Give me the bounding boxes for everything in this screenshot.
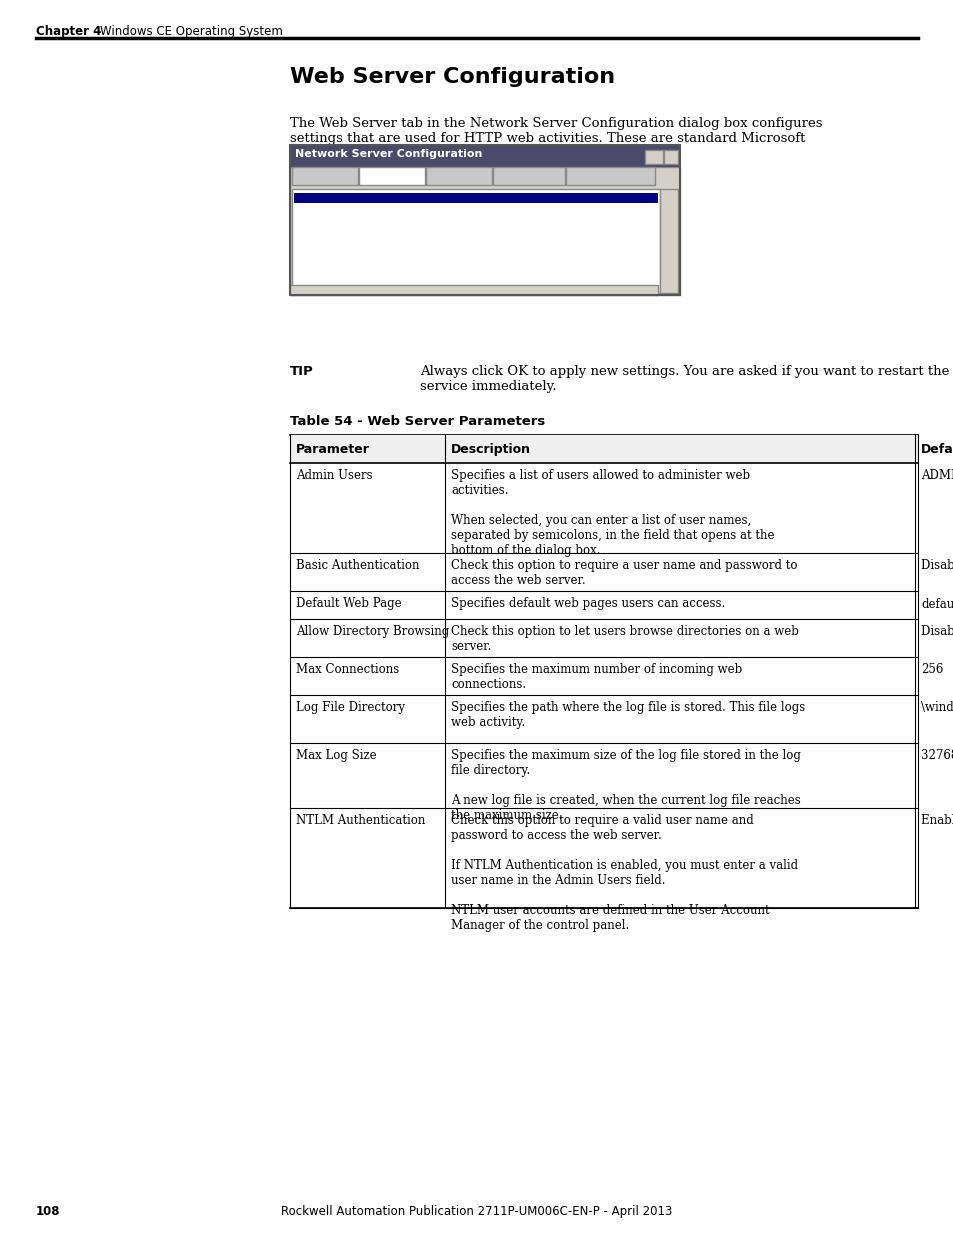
- Text: Always click OK to apply new settings. You are asked if you want to restart the
: Always click OK to apply new settings. Y…: [419, 366, 948, 393]
- Bar: [644, 149, 662, 164]
- Bar: [290, 144, 679, 167]
- Text: Basic Authentication: Basic Authentication: [295, 221, 400, 230]
- Text: Default Web Page: Default Web Page: [295, 233, 382, 243]
- Text: Check this option to let users browse directories on a web
server.: Check this option to let users browse di…: [451, 625, 798, 653]
- Text: Default Web Page: Default Web Page: [295, 597, 401, 610]
- Text: Log File Directory: Log File Directory: [295, 701, 405, 714]
- Text: 256: 256: [920, 663, 943, 676]
- Bar: [290, 435, 917, 463]
- Text: Allow Directory Browsing: Allow Directory Browsing: [295, 625, 449, 638]
- Bar: [290, 167, 679, 295]
- Text: Chapter 4: Chapter 4: [36, 25, 101, 38]
- Text: OK: OK: [647, 149, 659, 159]
- Text: Enabled (checked): Enabled (checked): [920, 814, 953, 827]
- Text: Max Log Size: Max Log Size: [295, 748, 376, 762]
- Bar: [663, 149, 678, 164]
- Text: Specifies default web pages users can access.: Specifies default web pages users can ac…: [451, 597, 724, 610]
- Text: Network Server Configuration: Network Server Configuration: [294, 149, 482, 159]
- Text: Max Connections: Max Connections: [295, 663, 399, 676]
- Text: Windows CE Operating System: Windows CE Operating System: [100, 25, 283, 38]
- Text: NTLM Authentication: NTLM Authentication: [295, 814, 425, 827]
- Text: Description: Description: [451, 443, 531, 456]
- Bar: [493, 167, 564, 185]
- Text: ADMIN: ADMIN: [920, 469, 953, 482]
- Bar: [426, 167, 492, 185]
- Text: File Server: File Server: [504, 169, 553, 179]
- Text: The Web Server tab in the Network Server Configuration dialog box configures
set: The Web Server tab in the Network Server…: [290, 117, 821, 161]
- Bar: [292, 189, 659, 293]
- Text: Disabled (unchecked): Disabled (unchecked): [920, 625, 953, 638]
- Text: Max Connections: Max Connections: [295, 261, 379, 269]
- Text: Specifies the path where the log file is stored. This file logs
web activity.: Specifies the path where the log file is…: [451, 701, 804, 729]
- Text: Allow directory browsing: Allow directory browsing: [295, 247, 418, 256]
- Bar: [290, 144, 679, 295]
- Text: General: General: [295, 195, 337, 204]
- Text: Basic Authentication: Basic Authentication: [295, 559, 419, 572]
- Text: Default: Default: [920, 443, 953, 456]
- Text: \windows\www: \windows\www: [920, 701, 953, 714]
- Text: Web Server Configuration: Web Server Configuration: [290, 67, 615, 86]
- Bar: [290, 285, 658, 295]
- Text: WEB Server: WEB Server: [365, 169, 418, 179]
- Text: FTP Server: FTP Server: [435, 169, 483, 179]
- Text: default.htm;index.htm: default.htm;index.htm: [920, 597, 953, 610]
- Text: 32768 bytes: 32768 bytes: [920, 748, 953, 762]
- Text: x: x: [668, 149, 673, 159]
- Text: Parameter: Parameter: [295, 443, 370, 456]
- Text: Kepware Server: Kepware Server: [574, 169, 645, 179]
- Text: Rockwell Automation Publication 2711P-UM006C-EN-P - April 2013: Rockwell Automation Publication 2711P-UM…: [281, 1205, 672, 1218]
- Text: Check this option to require a valid user name and
password to access the web se: Check this option to require a valid use…: [451, 814, 798, 932]
- Bar: [358, 167, 424, 185]
- Text: Table 54 - Web Server Parameters: Table 54 - Web Server Parameters: [290, 415, 545, 429]
- Text: 108: 108: [36, 1205, 60, 1218]
- Text: Specifies the maximum size of the log file stored in the log
file directory.

A : Specifies the maximum size of the log fi…: [451, 748, 800, 823]
- Text: TIP: TIP: [290, 366, 314, 378]
- Text: VNC Server: VNC Server: [298, 169, 351, 179]
- Text: Log File Directory: Log File Directory: [295, 273, 380, 282]
- Bar: [294, 193, 658, 203]
- Text: Admin Users: Admin Users: [295, 469, 373, 482]
- Text: Admin Users: Admin Users: [295, 207, 364, 217]
- Text: Specifies the maximum number of incoming web
connections.: Specifies the maximum number of incoming…: [451, 663, 741, 692]
- Text: Check this option to require a user name and password to
access the web server.: Check this option to require a user name…: [451, 559, 797, 587]
- Bar: [659, 189, 678, 293]
- Bar: [292, 167, 357, 185]
- Text: Disabled (unchecked): Disabled (unchecked): [920, 559, 953, 572]
- Bar: [565, 167, 655, 185]
- Text: Specifies a list of users allowed to administer web
activities.

When selected, : Specifies a list of users allowed to adm…: [451, 469, 774, 557]
